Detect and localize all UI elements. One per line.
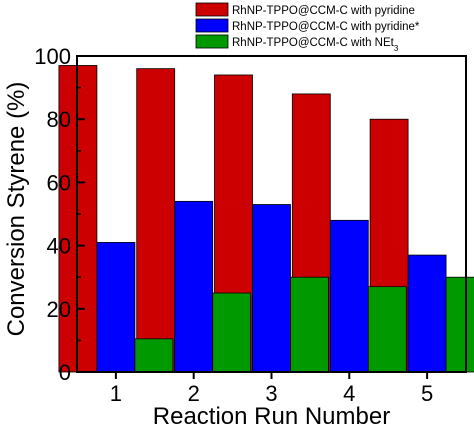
x-tick-label: 5 [421, 381, 433, 406]
x-tick-label: 3 [265, 381, 277, 406]
y-tick-label: 20 [47, 297, 71, 322]
legend-label-series2: RhNP-TPPO@CCM-C with pyridine* [232, 21, 420, 33]
legend: RhNP-TPPO@CCM-C with pyridine RhNP-TPPO@C… [195, 2, 420, 53]
y-axis-title: Conversion Styrene (%) [3, 82, 30, 337]
bar-series3-run1 [134, 338, 174, 373]
y-tick-label: 0 [59, 360, 71, 385]
legend-label-series3: RhNP-TPPO@CCM-C with NEt3 [232, 37, 399, 53]
y-axis-ticks: 0 20 40 60 80 100 [34, 44, 85, 385]
legend-swatch-series3 [195, 34, 229, 49]
x-axis-title: Reaction Run Number [153, 403, 390, 430]
x-tick-label: 4 [343, 381, 355, 406]
x-axis-ticks: 1 2 3 4 5 [110, 372, 433, 406]
y-tick-label: 100 [34, 44, 71, 69]
y-tick-label: 40 [47, 234, 71, 259]
legend-swatch-series2 [195, 18, 229, 33]
bars-layer [58, 65, 474, 373]
legend-label-series1: RhNP-TPPO@CCM-C with pyridine [232, 5, 415, 17]
bar-series2-run4 [329, 219, 369, 373]
bar-series2-run2 [174, 200, 214, 373]
y-tick-label: 80 [47, 107, 71, 132]
legend-swatch-series1 [195, 2, 229, 17]
bar-series3-run3 [290, 276, 329, 373]
bar-series3-run4 [367, 286, 407, 373]
x-tick-label: 2 [188, 381, 200, 406]
x-tick-label: 1 [110, 381, 122, 406]
bar-series1-run2 [136, 68, 176, 373]
bar-series3-run2 [212, 292, 252, 373]
bar-series2-run5 [407, 254, 447, 373]
bar-series3-run5 [445, 276, 474, 373]
y-tick-label: 60 [47, 170, 71, 195]
bar-series2-run3 [252, 204, 291, 373]
bar-series2-run1 [96, 242, 136, 373]
